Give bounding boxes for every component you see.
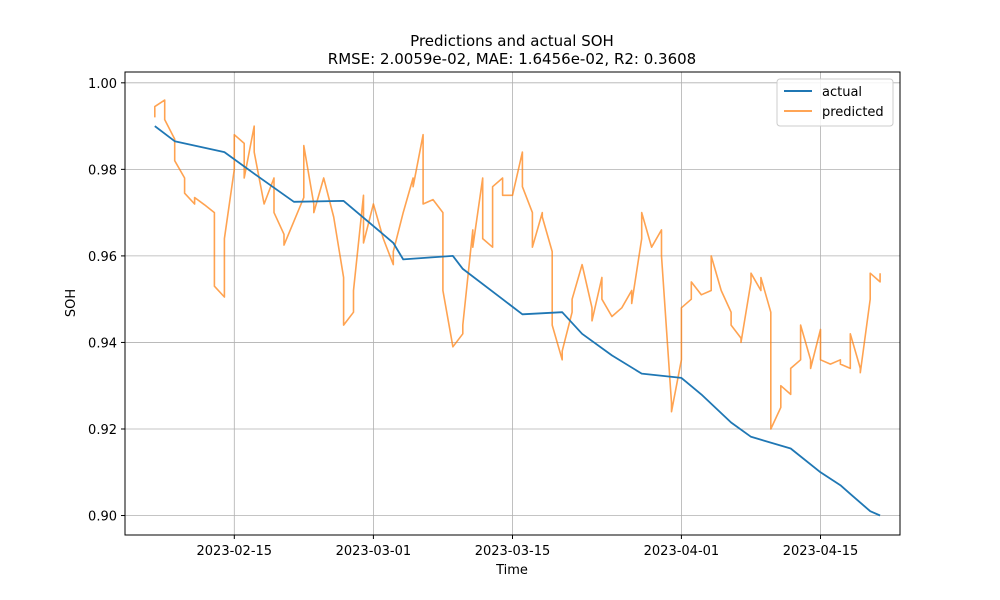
x-tick-label: 2023-02-15 [197,544,273,559]
series-line-actual [154,125,881,517]
legend: actual predicted [776,78,894,127]
x-tick-label: 2023-03-01 [336,544,412,559]
y-tick-label: 0.92 [88,423,117,438]
y-tick-label: 0.90 [88,510,117,525]
legend-actual-label: actual [822,85,862,100]
y-tick-label: 0.94 [88,336,117,351]
chart-title: Predictions and actual SOH [410,32,614,50]
axis-ticks: 2023-02-15 2023-03-01 2023-03-15 2023-04-01… [88,77,858,559]
grid-lines [125,72,900,535]
series-layer [154,99,881,517]
series-line-predicted [154,99,881,430]
y-axis-label: SOH [64,289,79,317]
y-tick-label: 0.98 [88,163,117,178]
chart-subtitle: RMSE: 2.0059e-02, MAE: 1.6456e-02, R2: 0… [328,50,696,68]
y-tick-label: 0.96 [88,250,117,265]
x-tick-label: 2023-04-15 [783,544,859,559]
legend-predicted-label: predicted [822,105,884,120]
y-tick-label: 1.00 [88,77,117,92]
x-tick-label: 2023-03-15 [475,544,551,559]
x-axis-label: Time [495,563,528,578]
x-tick-label: 2023-04-01 [644,544,720,559]
